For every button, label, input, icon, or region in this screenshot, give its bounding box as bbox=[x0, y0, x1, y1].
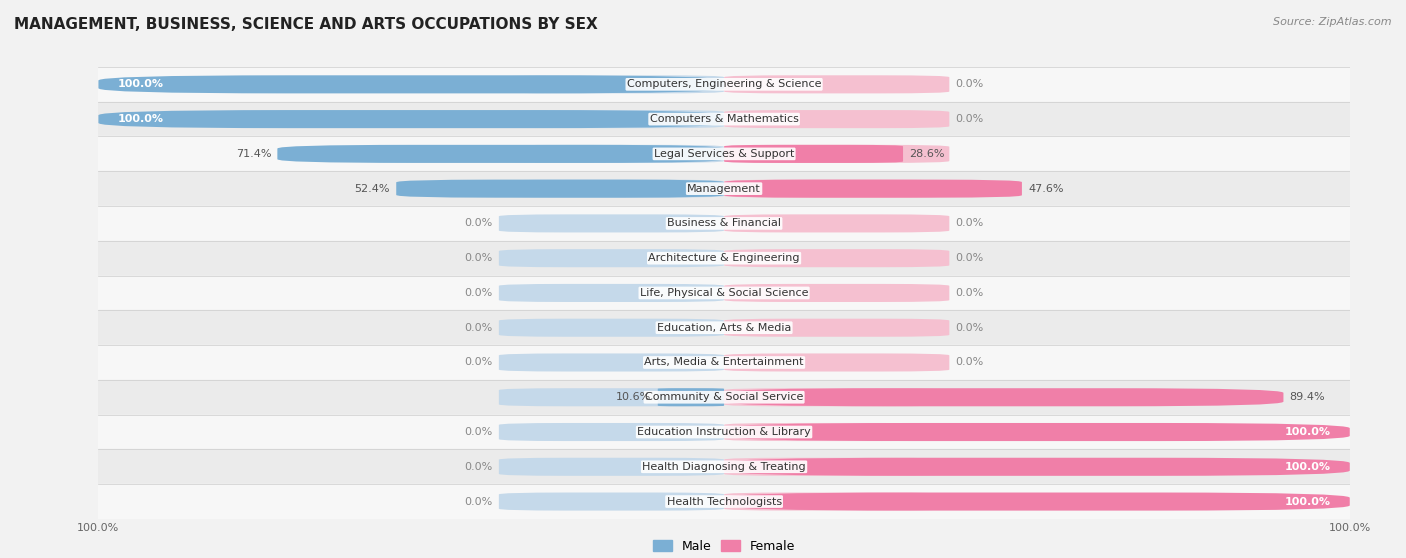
Text: Source: ZipAtlas.com: Source: ZipAtlas.com bbox=[1274, 17, 1392, 27]
FancyBboxPatch shape bbox=[724, 110, 949, 128]
Text: 0.0%: 0.0% bbox=[956, 288, 984, 298]
Legend: Male, Female: Male, Female bbox=[648, 535, 800, 558]
Text: 0.0%: 0.0% bbox=[464, 462, 492, 472]
Text: 0.0%: 0.0% bbox=[464, 218, 492, 228]
Text: Community & Social Service: Community & Social Service bbox=[645, 392, 803, 402]
Bar bbox=[98, 171, 1350, 206]
FancyBboxPatch shape bbox=[724, 180, 949, 198]
FancyBboxPatch shape bbox=[499, 214, 724, 233]
Text: 0.0%: 0.0% bbox=[956, 79, 984, 89]
Text: 100.0%: 100.0% bbox=[1285, 427, 1331, 437]
FancyBboxPatch shape bbox=[724, 493, 949, 511]
Bar bbox=[98, 137, 1350, 171]
Text: Health Diagnosing & Treating: Health Diagnosing & Treating bbox=[643, 462, 806, 472]
Text: 100.0%: 100.0% bbox=[117, 114, 163, 124]
FancyBboxPatch shape bbox=[277, 145, 724, 163]
Text: Education Instruction & Library: Education Instruction & Library bbox=[637, 427, 811, 437]
Text: Computers, Engineering & Science: Computers, Engineering & Science bbox=[627, 79, 821, 89]
Text: 89.4%: 89.4% bbox=[1289, 392, 1326, 402]
Bar bbox=[98, 310, 1350, 345]
Text: Business & Financial: Business & Financial bbox=[666, 218, 782, 228]
Text: 0.0%: 0.0% bbox=[464, 497, 492, 507]
FancyBboxPatch shape bbox=[98, 110, 724, 128]
FancyBboxPatch shape bbox=[724, 214, 949, 233]
Bar bbox=[98, 345, 1350, 380]
FancyBboxPatch shape bbox=[499, 145, 724, 163]
Bar bbox=[98, 102, 1350, 137]
Text: Architecture & Engineering: Architecture & Engineering bbox=[648, 253, 800, 263]
Text: 100.0%: 100.0% bbox=[1285, 462, 1331, 472]
Bar bbox=[98, 380, 1350, 415]
FancyBboxPatch shape bbox=[499, 458, 724, 476]
FancyBboxPatch shape bbox=[396, 180, 724, 198]
Text: 0.0%: 0.0% bbox=[464, 288, 492, 298]
Bar bbox=[98, 449, 1350, 484]
Text: 28.6%: 28.6% bbox=[910, 149, 945, 159]
FancyBboxPatch shape bbox=[499, 319, 724, 337]
FancyBboxPatch shape bbox=[98, 75, 724, 93]
FancyBboxPatch shape bbox=[724, 284, 949, 302]
FancyBboxPatch shape bbox=[724, 423, 1350, 441]
FancyBboxPatch shape bbox=[724, 75, 949, 93]
Bar bbox=[98, 276, 1350, 310]
FancyBboxPatch shape bbox=[724, 388, 1284, 406]
Text: 0.0%: 0.0% bbox=[464, 253, 492, 263]
Text: 100.0%: 100.0% bbox=[1285, 497, 1331, 507]
Text: 0.0%: 0.0% bbox=[956, 114, 984, 124]
FancyBboxPatch shape bbox=[724, 458, 949, 476]
Text: MANAGEMENT, BUSINESS, SCIENCE AND ARTS OCCUPATIONS BY SEX: MANAGEMENT, BUSINESS, SCIENCE AND ARTS O… bbox=[14, 17, 598, 32]
Text: 0.0%: 0.0% bbox=[956, 358, 984, 368]
FancyBboxPatch shape bbox=[499, 284, 724, 302]
Text: Computers & Mathematics: Computers & Mathematics bbox=[650, 114, 799, 124]
FancyBboxPatch shape bbox=[724, 458, 1350, 476]
FancyBboxPatch shape bbox=[724, 319, 949, 337]
FancyBboxPatch shape bbox=[724, 249, 949, 267]
Text: 0.0%: 0.0% bbox=[956, 218, 984, 228]
FancyBboxPatch shape bbox=[724, 423, 949, 441]
Text: Health Technologists: Health Technologists bbox=[666, 497, 782, 507]
Text: 0.0%: 0.0% bbox=[464, 358, 492, 368]
Text: Education, Arts & Media: Education, Arts & Media bbox=[657, 323, 792, 333]
Text: 0.0%: 0.0% bbox=[956, 323, 984, 333]
Text: 71.4%: 71.4% bbox=[236, 149, 271, 159]
FancyBboxPatch shape bbox=[499, 180, 724, 198]
FancyBboxPatch shape bbox=[658, 388, 724, 406]
Bar bbox=[98, 206, 1350, 241]
Bar bbox=[98, 484, 1350, 519]
Text: 0.0%: 0.0% bbox=[464, 427, 492, 437]
FancyBboxPatch shape bbox=[499, 493, 724, 511]
FancyBboxPatch shape bbox=[499, 423, 724, 441]
Text: 0.0%: 0.0% bbox=[464, 323, 492, 333]
FancyBboxPatch shape bbox=[499, 249, 724, 267]
Text: Management: Management bbox=[688, 184, 761, 194]
Text: 10.6%: 10.6% bbox=[616, 392, 651, 402]
Text: Life, Physical & Social Science: Life, Physical & Social Science bbox=[640, 288, 808, 298]
FancyBboxPatch shape bbox=[724, 145, 903, 163]
FancyBboxPatch shape bbox=[499, 353, 724, 372]
FancyBboxPatch shape bbox=[724, 145, 949, 163]
FancyBboxPatch shape bbox=[724, 353, 949, 372]
Text: 52.4%: 52.4% bbox=[354, 184, 389, 194]
FancyBboxPatch shape bbox=[724, 493, 1350, 511]
FancyBboxPatch shape bbox=[499, 75, 724, 93]
Text: 0.0%: 0.0% bbox=[956, 253, 984, 263]
Bar bbox=[98, 241, 1350, 276]
FancyBboxPatch shape bbox=[499, 388, 724, 406]
Text: Legal Services & Support: Legal Services & Support bbox=[654, 149, 794, 159]
FancyBboxPatch shape bbox=[499, 110, 724, 128]
Text: 47.6%: 47.6% bbox=[1028, 184, 1064, 194]
FancyBboxPatch shape bbox=[724, 388, 949, 406]
Bar bbox=[98, 67, 1350, 102]
FancyBboxPatch shape bbox=[724, 180, 1022, 198]
Text: 100.0%: 100.0% bbox=[117, 79, 163, 89]
Text: Arts, Media & Entertainment: Arts, Media & Entertainment bbox=[644, 358, 804, 368]
Bar bbox=[98, 415, 1350, 449]
